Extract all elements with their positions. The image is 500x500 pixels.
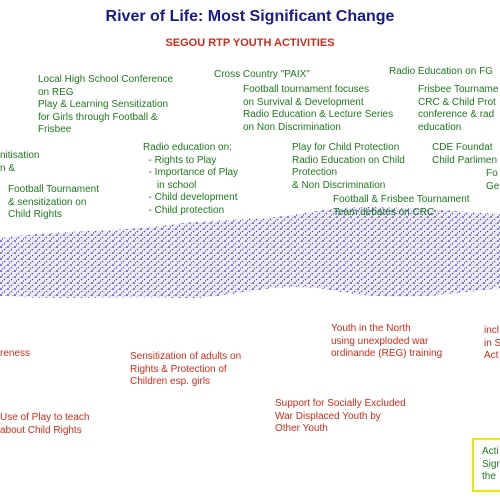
label-line: Radio Education & Lecture Series xyxy=(243,109,394,120)
label-line: - Rights to Play xyxy=(143,154,217,166)
activity-label: Football & Frisbee Tournament Team debate… xyxy=(333,194,470,219)
label-line: Football tournament focuses xyxy=(243,84,370,95)
label-line: for Girls through Football & xyxy=(38,111,158,123)
subtitle: SEGOU RTP YOUTH ACTIVITIES xyxy=(165,37,335,49)
activity-label: CDE Foundat Child Parlimen xyxy=(432,142,497,167)
label-line: Sign xyxy=(482,458,500,470)
label-line: Play for Child Protection xyxy=(292,142,400,153)
activity-label: Football tournament focuses on Survival &… xyxy=(243,84,393,134)
label-line: CDE Foundat xyxy=(432,142,493,153)
label-line: education xyxy=(418,121,462,133)
label-line: Play & Learning Sensitization xyxy=(38,99,169,110)
label-line: ordinande (REG) training xyxy=(331,348,443,359)
label-line: on REG xyxy=(38,86,74,98)
label-line: Child Rights xyxy=(8,209,62,220)
label-line: War Displaced Youth by xyxy=(275,410,381,422)
label-line: Sensitization of adults on xyxy=(130,351,242,362)
label-line: Rights & Protection of xyxy=(130,363,227,375)
label-line: nitisation xyxy=(0,150,40,161)
activity-label: Use of Play to teach about Child Rights xyxy=(0,412,90,437)
label-line: Child Parlimen xyxy=(432,154,498,166)
label-line: Support for Socially Excluded xyxy=(275,398,406,409)
label-line: n & xyxy=(0,162,16,174)
label-line: Acti xyxy=(482,446,499,457)
activity-label: Radio education on: - Rights to Play - I… xyxy=(143,142,238,217)
label-line: conference & rad xyxy=(418,109,495,120)
label-line: reness xyxy=(0,348,31,359)
label-line: & sensitization on xyxy=(8,196,87,208)
label-line: Youth in the North xyxy=(331,323,411,334)
activity-label: Cross Country "PAIX" xyxy=(214,69,310,82)
label-line: Use of Play to teach xyxy=(0,412,90,423)
activity-label: Frisbee Tourname CRC & Child Prot conferen… xyxy=(418,84,498,134)
activity-label: Acti Sign the xyxy=(472,438,500,492)
label-line: Team debates on CRC xyxy=(333,206,435,218)
label-line: in school xyxy=(143,179,197,191)
label-line: Act xyxy=(484,350,499,361)
river-band xyxy=(0,207,500,299)
label-line: Football & Frisbee Tournament xyxy=(333,194,470,205)
activity-label: nitisation n & xyxy=(0,150,39,175)
label-line: - Child protection xyxy=(143,204,225,216)
activity-label: Play for Child Protection Radio Education… xyxy=(292,142,405,192)
label-line: Children esp. girls xyxy=(130,376,211,387)
label-line: Local High School Conference xyxy=(38,74,174,85)
label-line: - Importance of Play xyxy=(143,167,239,178)
activity-label: Local High School Conference on REG Play &… xyxy=(38,74,173,137)
label-line: on Survival & Development xyxy=(243,96,364,108)
label-line: on Non Discrimination xyxy=(243,121,341,133)
label-line: Ge xyxy=(486,180,500,192)
label-line: about Child Rights xyxy=(0,424,82,436)
label-line: Radio Education on Child xyxy=(292,154,405,166)
activity-label: Radio Education on FG xyxy=(389,66,493,79)
label-line: Other Youth xyxy=(275,423,328,434)
label-line: & Non Discrimination xyxy=(292,179,386,191)
label-line: the xyxy=(482,471,496,482)
label-line: Frisbee xyxy=(38,124,72,135)
activity-label: Sensitization of adults on Rights & Prote… xyxy=(130,351,241,389)
activity-label: Football Tournament & sensitization on Chi… xyxy=(8,184,99,222)
activity-label: Youth in the North using unexploded war or… xyxy=(331,323,442,361)
label-line: in S xyxy=(484,337,500,349)
activity-label: incl in S Act xyxy=(484,325,500,363)
label-line: CRC & Child Prot xyxy=(418,96,496,108)
label-line: Fo xyxy=(486,168,498,179)
activity-label: Fo Ge xyxy=(486,168,499,193)
label-line: incl xyxy=(484,325,500,336)
label-line: - Child development xyxy=(143,192,238,203)
label-line: Radio education on: xyxy=(143,142,232,153)
label-line: Cross Country "PAIX" xyxy=(214,69,310,80)
label-line: Frisbee Tourname xyxy=(418,84,499,95)
label-line: Football Tournament xyxy=(8,184,99,195)
label-line: Protection xyxy=(292,167,338,178)
activity-label: reness xyxy=(0,348,30,361)
title: River of Life: Most Significant Change xyxy=(105,8,395,25)
activity-label: Support for Socially Excluded War Displac… xyxy=(275,398,406,436)
label-line: Radio Education on FG xyxy=(389,66,493,77)
label-line: using unexploded war xyxy=(331,335,429,347)
